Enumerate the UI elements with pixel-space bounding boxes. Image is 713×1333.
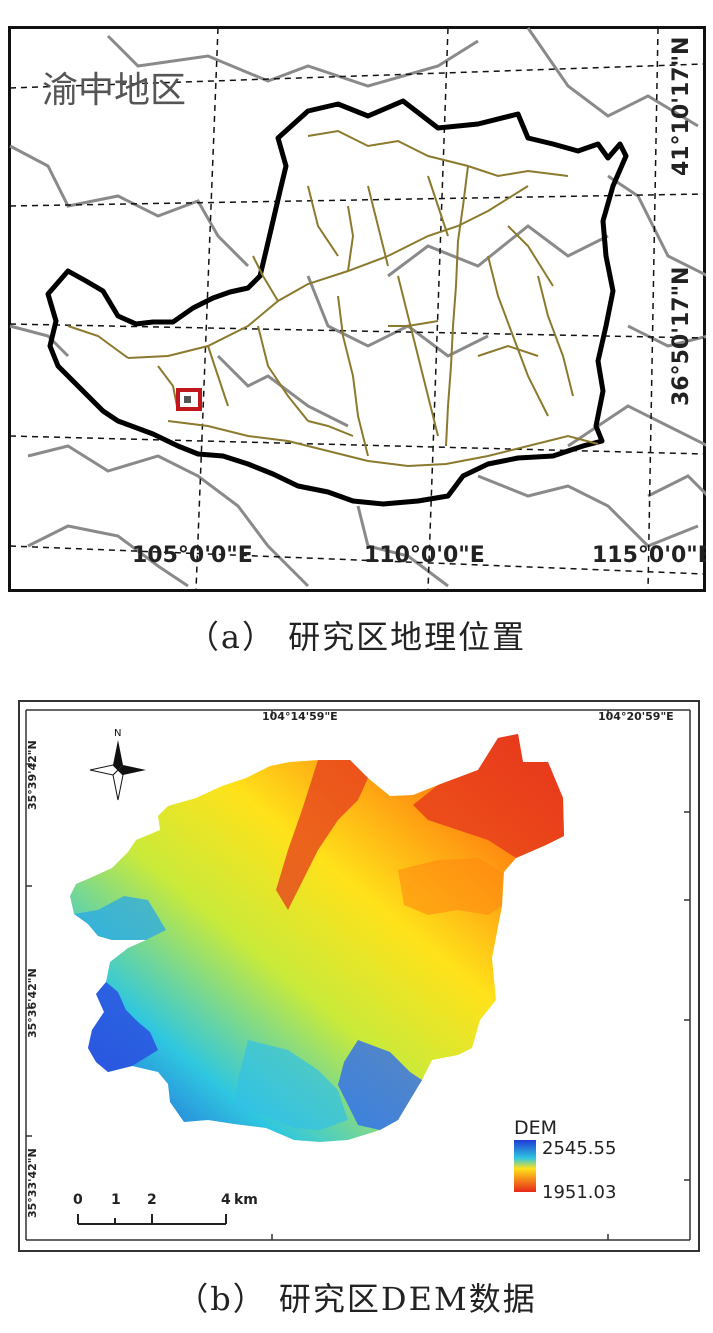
lon-label-14: 104°14'59"E bbox=[262, 710, 338, 723]
study-area-dot bbox=[184, 396, 191, 403]
dem-low-southwest bbox=[74, 896, 166, 940]
scale-tick-4: 4 bbox=[221, 1192, 231, 1208]
location-map: 渝中地区 105°0'0"E 110°0'0"E 115°0'0"E 41°10… bbox=[8, 26, 706, 592]
lat-label-36: 35°36'42"N bbox=[26, 968, 39, 1038]
lat-label-33: 35°33'42"N bbox=[26, 1148, 39, 1218]
scale-tick-1: 1 bbox=[111, 1192, 121, 1208]
dem-map: N 104°14'59"E 104°20'59"E 35°39'42"N 35°… bbox=[18, 700, 700, 1252]
lat-label-41: 41°10'17"N bbox=[669, 37, 694, 176]
province-boundaries bbox=[9, 27, 706, 588]
frame-ticks bbox=[25, 709, 691, 1241]
dem-low-south bbox=[234, 1040, 348, 1130]
study-area-boundary bbox=[45, 98, 629, 507]
dem-high-branch bbox=[398, 858, 502, 915]
dem-raster bbox=[70, 734, 564, 1142]
lon-label-105: 105°0'0"E bbox=[132, 543, 253, 568]
north-arrow bbox=[89, 740, 146, 801]
scale-tick-0: 0 bbox=[73, 1192, 83, 1208]
scale-bar bbox=[77, 1214, 227, 1225]
lon-label-115: 115°0'0"E bbox=[592, 543, 706, 568]
legend-colorbar bbox=[514, 1140, 536, 1192]
lat-label-36: 36°50'17"N bbox=[669, 267, 694, 406]
region-label: 渝中地区 bbox=[42, 70, 186, 111]
legend-min: 1951.03 bbox=[542, 1182, 616, 1203]
lat-label-39: 35°39'42"N bbox=[26, 740, 39, 810]
graticule bbox=[9, 27, 705, 591]
lon-label-110: 110°0'0"E bbox=[364, 543, 485, 568]
dem-high-east bbox=[413, 734, 564, 858]
scale-tick-2: 2 bbox=[147, 1192, 157, 1208]
study-area-marker bbox=[176, 388, 202, 411]
dem-low-west bbox=[88, 982, 158, 1072]
caption-a: （a） 研究区地理位置 bbox=[186, 618, 527, 656]
legend-max: 2545.55 bbox=[542, 1138, 616, 1159]
legend-title: DEM bbox=[514, 1117, 557, 1139]
north-label: N bbox=[114, 728, 121, 739]
lon-label-20: 104°20'59"E bbox=[598, 710, 674, 723]
dem-low-southeast bbox=[338, 1040, 422, 1130]
dem-high-ridge bbox=[276, 760, 368, 910]
scale-unit: km bbox=[234, 1192, 258, 1208]
caption-b: （b） 研究区DEM数据 bbox=[176, 1280, 537, 1318]
